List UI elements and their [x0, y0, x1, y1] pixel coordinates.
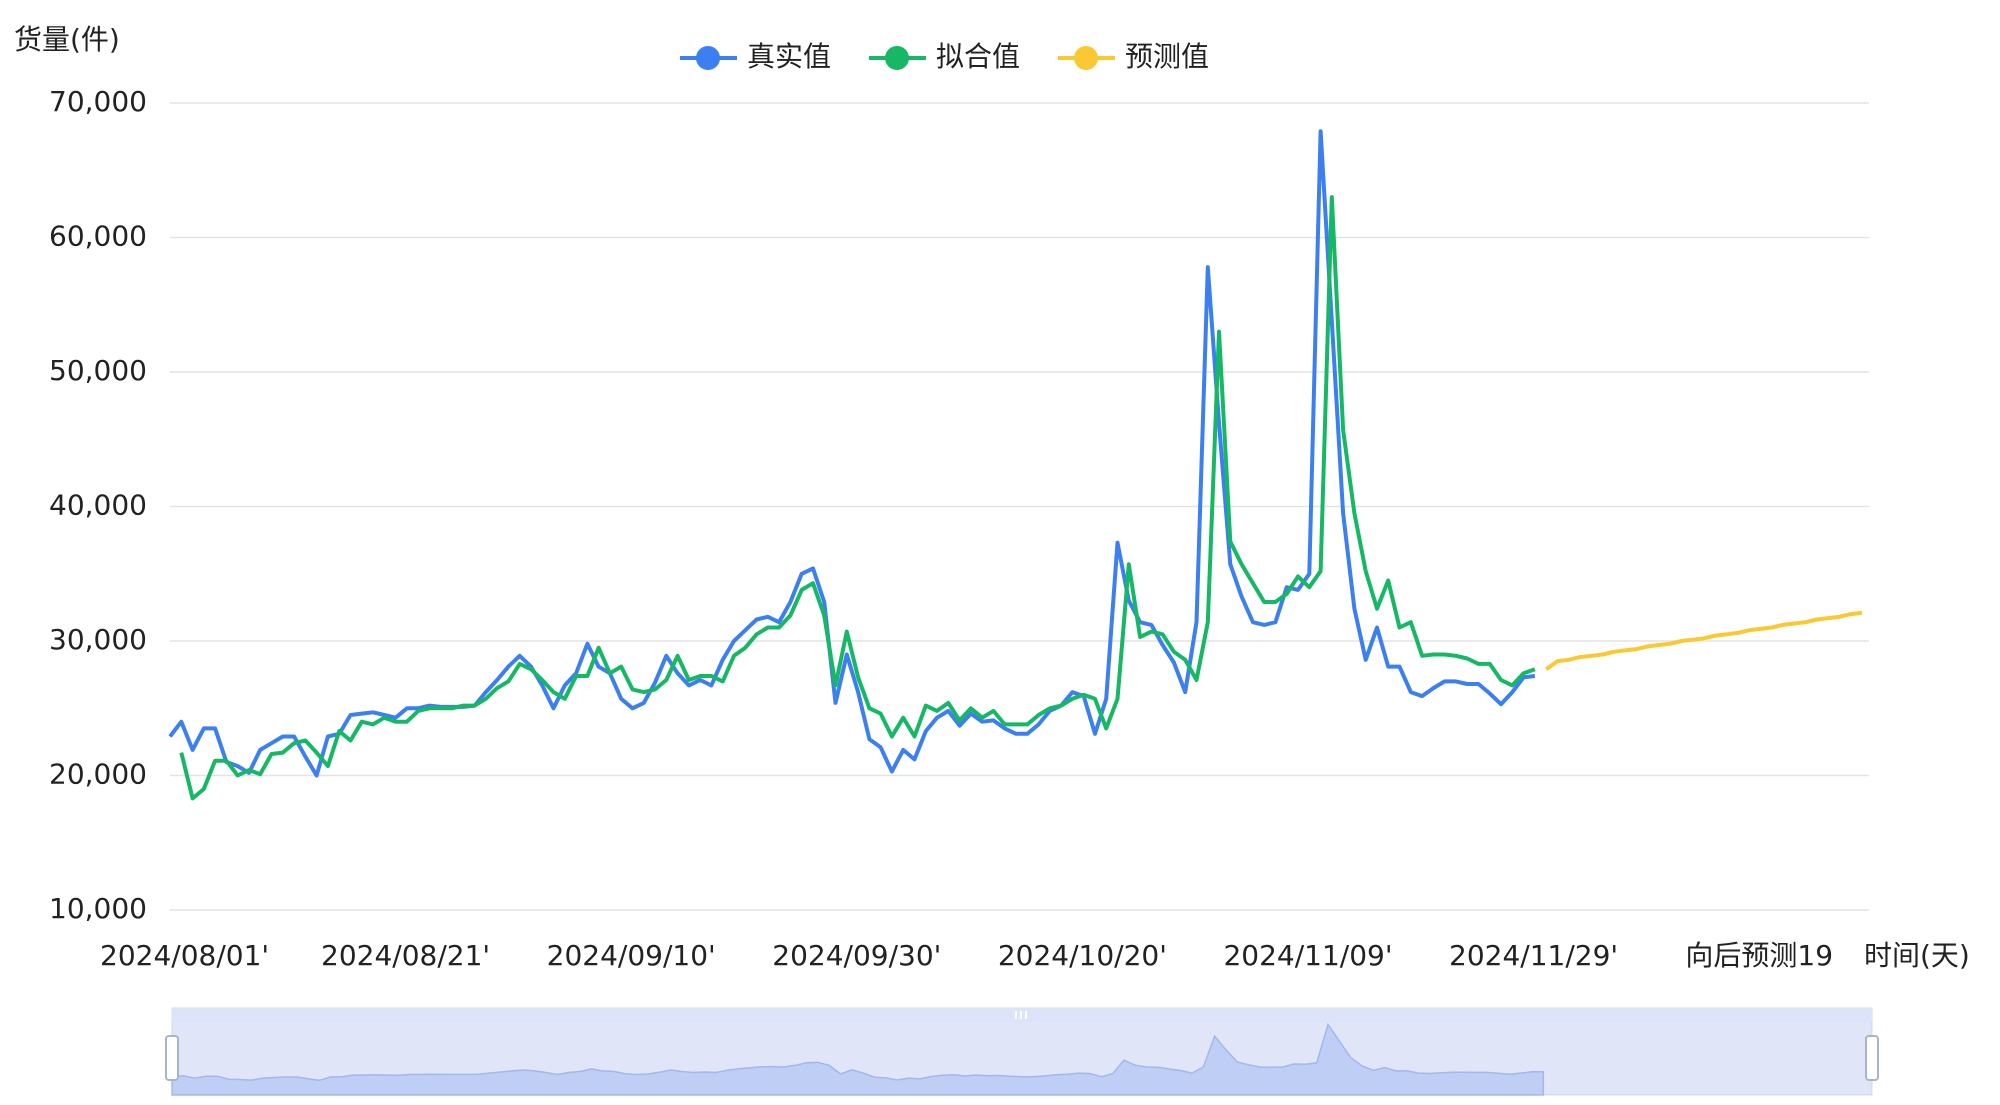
series-line	[168, 129, 1536, 778]
x-tick-label: 2024/08/01'	[100, 939, 269, 972]
legend-label: 预测值	[1125, 40, 1209, 73]
y-axis-label: 货量(件)	[14, 23, 120, 56]
legend-marker	[885, 46, 909, 70]
legend-item[interactable]: 真实值	[680, 40, 831, 73]
legend-label: 拟合值	[936, 40, 1020, 73]
legend-label: 真实值	[747, 40, 831, 73]
zoom-window	[172, 1022, 1872, 1095]
y-tick-label: 30,000	[49, 623, 147, 656]
x-tick-label: 2024/09/10'	[547, 939, 716, 972]
series-line	[179, 195, 1536, 801]
zoom-handle[interactable]	[165, 1035, 179, 1081]
zoom-preview-area	[171, 1022, 1545, 1096]
y-tick-label: 60,000	[49, 220, 147, 253]
zoom-handle[interactable]	[1865, 1035, 1879, 1081]
legend-item[interactable]: 预测值	[1058, 40, 1209, 73]
y-tick-label: 10,000	[49, 892, 147, 925]
legend-item[interactable]: 拟合值	[869, 40, 1020, 73]
y-tick-label: 50,000	[49, 354, 147, 387]
series-line	[1545, 610, 1863, 671]
x-tick-label: 2024/08/21'	[321, 939, 490, 972]
data-zoom[interactable]	[165, 1007, 1879, 1096]
x-tick-label: 2024/11/09'	[1223, 939, 1392, 972]
y-tick-label: 20,000	[49, 758, 147, 791]
x-tick-label: 2024/11/29'	[1449, 939, 1618, 972]
legend-marker	[1074, 46, 1098, 70]
x-tick-label: 向后预测19	[1685, 939, 1833, 972]
x-tick-label: 2024/09/30'	[772, 939, 941, 972]
y-tick-label: 70,000	[49, 85, 147, 118]
legend-marker	[696, 46, 720, 70]
x-axis-label: 时间(天)	[1864, 939, 1970, 972]
x-tick-label: 2024/10/20'	[998, 939, 1167, 972]
y-tick-label: 40,000	[49, 489, 147, 522]
zoom-grip[interactable]	[1015, 1011, 1027, 1019]
